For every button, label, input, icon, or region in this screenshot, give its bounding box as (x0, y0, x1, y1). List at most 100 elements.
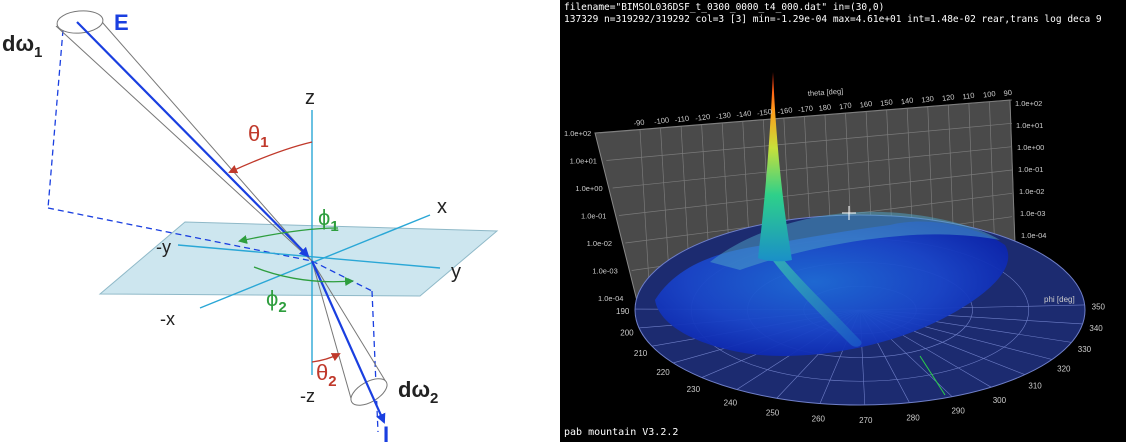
phi-axis-label: phi [deg] (1044, 295, 1075, 304)
left-log-tick: 1.0e-03 (592, 267, 617, 276)
phi-tick-label: 220 (656, 368, 670, 377)
right-log-tick: 1.0e-02 (1019, 187, 1044, 196)
phi-tick-label: 230 (687, 385, 701, 394)
phi1-arc (238, 227, 339, 244)
theta-tick-label: 100 (982, 89, 996, 100)
phi-tick-label: 350 (1092, 302, 1106, 311)
back-grid-hline (618, 169, 1013, 216)
phi2-arc (253, 266, 354, 287)
back-grid-vline (1009, 99, 1016, 246)
negz-label: -z (300, 386, 315, 406)
theta-tick-label: -170 (797, 104, 813, 115)
theta-tick-label: -160 (777, 105, 793, 116)
y-label: y (451, 261, 461, 283)
back-grid-vline (968, 103, 975, 252)
phi-tick-label: 320 (1057, 364, 1071, 373)
e-label: E (114, 10, 129, 35)
geometry-diagram: E I z -z x -x y -y θ1 θ2 ϕ1 ϕ2 dω1 dω2 (0, 0, 560, 442)
projection-dashed-4 (371, 290, 379, 433)
theta-tick-label: 110 (962, 91, 975, 102)
left-log-tick: 1.0e+01 (570, 157, 597, 166)
negy-label: -y (156, 237, 171, 257)
theta-tick-label: 180 (818, 102, 832, 113)
phi-tick-label: 260 (812, 414, 826, 423)
theta-tick-labels: -90 -100 -110 -120 -130 -140 -150 -160 -170 180 17… (633, 88, 1013, 128)
phi-marker-270 (919, 355, 946, 396)
header-line-2: 137329 n=319292/319292 col=3 [3] min=-1.… (564, 14, 1102, 25)
surface-plane (98, 221, 499, 297)
peak (758, 72, 792, 262)
mountain-plot-panel: filename="BIMSOL036DSF_t_0300_0000_t4_00… (560, 0, 1126, 442)
theta-tick-label: 90 (1003, 88, 1013, 98)
theta-tick-label: 170 (839, 101, 853, 112)
theta-tick-label: 160 (859, 99, 873, 110)
left-log-tick: 1.0e-01 (581, 212, 606, 221)
projection-dashed-2 (47, 207, 313, 262)
back-grid-vline (989, 101, 996, 249)
right-log-tick: 1.0e+00 (1017, 143, 1044, 152)
phi-tick-label: 190 (616, 307, 630, 316)
phi-tick-label: 250 (766, 408, 780, 417)
z-label: z (305, 87, 315, 109)
theta1-label: θ1 (248, 121, 269, 151)
theta-tick-label: -130 (715, 110, 731, 121)
theta-tick-label: -140 (736, 109, 752, 120)
phi-tick-label: 240 (724, 398, 738, 407)
theta-axis-label: theta [deg] (808, 87, 844, 98)
back-grid-hline (606, 122, 1013, 161)
right-log-tick: 1.0e+01 (1016, 121, 1043, 130)
phi-tick-label: 200 (620, 328, 634, 337)
phi-tick-label: 300 (993, 396, 1007, 405)
theta2-arc (311, 353, 341, 363)
header-line-1: filename="BIMSOL036DSF_t_0300_0000_t4_00… (564, 2, 885, 13)
left-log-tick: 1.0e+02 (564, 129, 591, 138)
projection-dashed-3 (311, 260, 373, 292)
incident-cone-edge-2 (101, 21, 313, 262)
phi-tick-label: 280 (906, 413, 920, 422)
right-log-tick: 1.0e-03 (1020, 209, 1045, 218)
domega1-label: dω1 (2, 31, 42, 61)
right-log-labels: 1.0e+02 1.0e+01 1.0e+00 1.0e-01 1.0e-02 1.0e-… (1015, 99, 1046, 240)
theta-tick-label: -110 (674, 114, 690, 125)
phi-tick-label: 310 (1028, 381, 1042, 390)
exit-cone-edge-1 (311, 260, 353, 403)
i-label: I (383, 422, 389, 442)
footer-version: pab mountain V3.2.2 (564, 427, 679, 438)
phi-tick-label: 330 (1078, 345, 1092, 354)
mountain-svg: -90 -100 -110 -120 -130 -140 -150 -160 -170 180 17… (564, 72, 1106, 425)
back-grid-hline (599, 99, 1013, 134)
projection-dashed-1 (47, 29, 64, 209)
incident-cone-rim (56, 10, 104, 34)
back-grid-hline (612, 146, 1013, 189)
x-axis (199, 214, 431, 309)
left-log-tick: 1.0e+00 (575, 184, 602, 193)
theta-tick-label: 150 (880, 97, 894, 108)
incident-cone-edge-1 (55, 25, 313, 262)
negx-label: -x (160, 309, 175, 329)
phi-tick-label: 340 (1089, 324, 1103, 333)
phi-tick-label: 270 (859, 416, 873, 425)
theta-tick-label: 140 (900, 96, 914, 107)
exit-beam-I (310, 260, 386, 424)
theta-tick-label: -90 (633, 118, 645, 128)
theta1-arc (228, 141, 313, 174)
theta-tick-label: -120 (695, 112, 711, 123)
theta-tick-label: -100 (654, 115, 670, 126)
left-log-labels: 1.0e+02 1.0e+01 1.0e+00 1.0e-01 1.0e-02 1.0e-… (564, 129, 623, 303)
theta-tick-label: -150 (756, 107, 772, 118)
x-label: x (437, 196, 447, 218)
left-log-tick: 1.0e-04 (598, 294, 623, 303)
geometry-svg: E I z -z x -x y -y θ1 θ2 ϕ1 ϕ2 dω1 dω2 (2, 10, 499, 442)
phi-tick-labels: 190 200 210 220 230 240 250 260 270 280 290 300 310 3… (616, 302, 1106, 425)
theta-tick-label: 120 (941, 92, 955, 103)
left-log-tick: 1.0e-02 (587, 239, 612, 248)
phi1-label: ϕ1 (318, 205, 339, 235)
phi-tick-label: 210 (634, 349, 648, 358)
phi-tick-label: 290 (951, 407, 965, 416)
theta-tick-label: 130 (921, 94, 935, 105)
back-grid-vline (639, 129, 651, 301)
incident-beam-E (76, 21, 310, 258)
theta2-label: θ2 (316, 360, 337, 390)
domega2-label: dω2 (398, 377, 438, 407)
ridge (765, 245, 862, 347)
